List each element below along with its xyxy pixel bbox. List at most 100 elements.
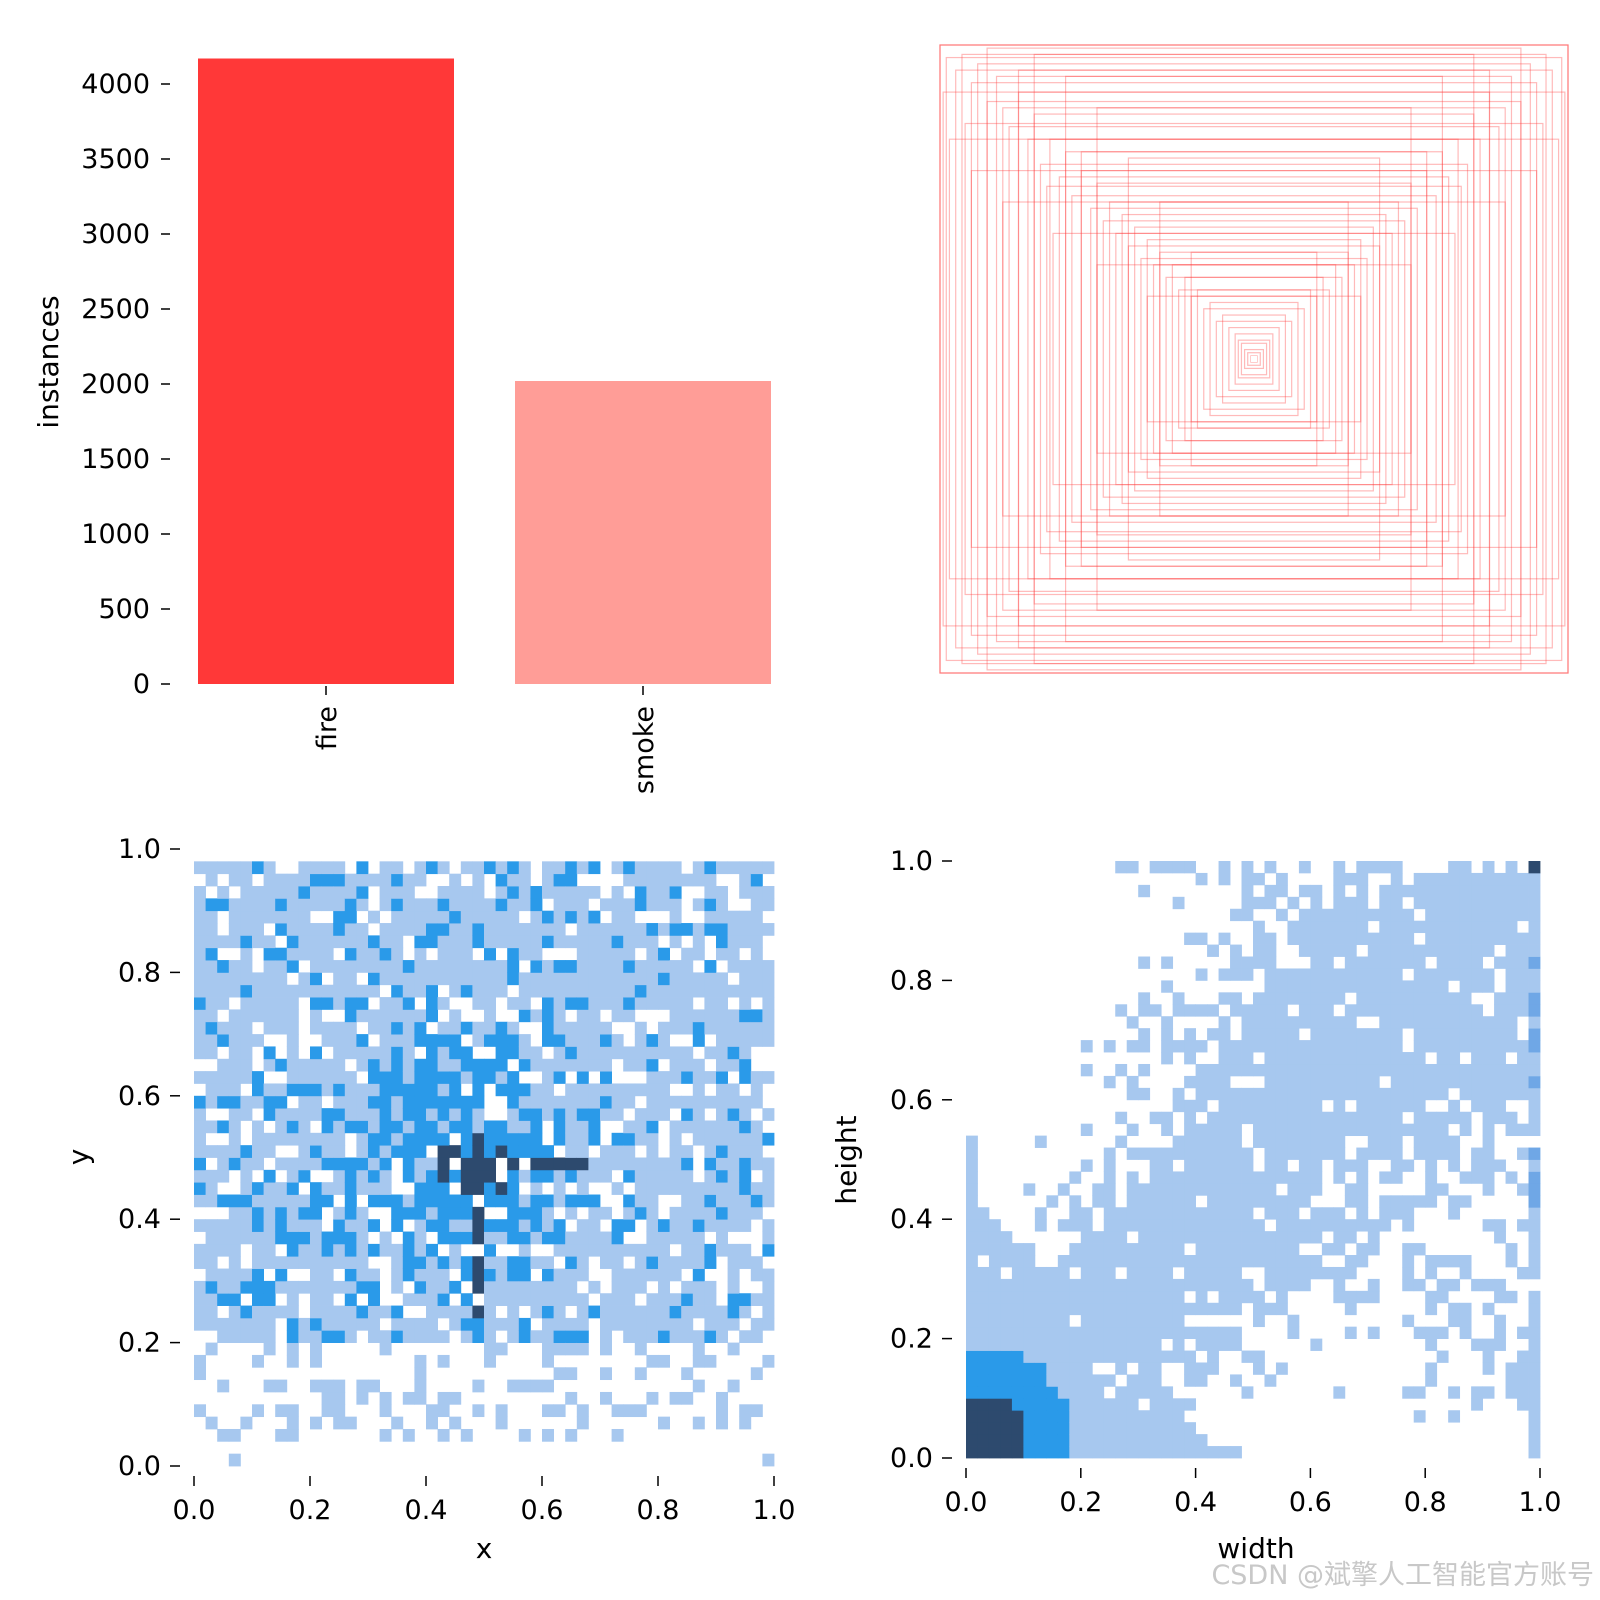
hist-cell [542, 1293, 554, 1306]
hist-cell [518, 1256, 531, 1269]
hist-cell [298, 1317, 311, 1331]
hist-cell [1459, 1326, 1472, 1339]
hist-cell [368, 960, 380, 973]
hist-cell [298, 1071, 311, 1084]
hist-cell [669, 1256, 682, 1269]
hist-cell [194, 947, 206, 961]
hist-cell [611, 1231, 624, 1245]
hist-cell [553, 1058, 566, 1072]
hist-cell [391, 972, 404, 986]
hist-cell [344, 1293, 357, 1306]
hist-cell [449, 1243, 462, 1257]
hist-cell [495, 1046, 508, 1060]
hist-cell [426, 1083, 438, 1097]
hist-cell [263, 1145, 276, 1158]
hist-cell [1218, 1446, 1231, 1459]
hist-cell [1482, 861, 1495, 874]
hist-cell [1241, 1207, 1254, 1220]
hist-cell [449, 1231, 462, 1245]
hist-cell [1298, 908, 1311, 922]
hist-cell [1149, 1338, 1162, 1351]
hist-cell [1184, 1147, 1196, 1160]
hist-cell [1080, 1207, 1093, 1220]
hist-cell [565, 1169, 578, 1183]
y-tick-label: 0.8 [890, 965, 933, 996]
hist-cell [600, 1293, 612, 1306]
hist-cell [414, 1194, 427, 1208]
hist-cell [1356, 1028, 1369, 1041]
hist-cell [460, 886, 473, 899]
hist-cell [1115, 1446, 1128, 1459]
hist-cell [426, 1095, 438, 1109]
hist-cell [460, 1145, 473, 1158]
hist-cell [1471, 1171, 1483, 1184]
hist-cell [1402, 1278, 1415, 1292]
hist-cell [1287, 1028, 1300, 1041]
hist-cell [402, 1194, 415, 1208]
hist-cell [1505, 861, 1518, 874]
hist-cell [356, 886, 369, 899]
hist-cell [1298, 1147, 1311, 1160]
hist-cell [1138, 1290, 1151, 1304]
hist-cell [1000, 1446, 1013, 1459]
hist-cell [1517, 1183, 1529, 1196]
hist-cell [437, 947, 450, 961]
hist-cell [1321, 1135, 1334, 1148]
box-outline [945, 56, 1563, 662]
hist-cell [716, 1305, 728, 1319]
hist-cell [966, 1350, 978, 1363]
hist-cell [1505, 1171, 1518, 1184]
hist-cell [1471, 872, 1483, 886]
hist-cell [1287, 1219, 1300, 1232]
hist-cell [484, 997, 496, 1010]
hist-cell [205, 1145, 218, 1158]
hist-cell [1011, 1326, 1024, 1339]
hist-cell [321, 1021, 334, 1035]
hist-cell [1275, 1063, 1288, 1077]
hist-cell [1172, 1422, 1185, 1435]
hist-cell [518, 1034, 531, 1047]
hist-cell [1023, 1255, 1036, 1268]
hist-cell [1138, 1231, 1151, 1244]
hist-cell [263, 984, 276, 998]
hist-cell [1195, 1099, 1208, 1113]
hist-cell [1023, 1362, 1036, 1375]
hist-cell [669, 923, 682, 936]
hist-cell [634, 960, 647, 973]
hist-cell [344, 1095, 357, 1109]
hist-cell [1505, 1016, 1518, 1029]
hist-cell [472, 1120, 485, 1134]
hist-cell [1264, 1135, 1277, 1148]
hist-cell [1092, 1410, 1105, 1423]
hist-cell [333, 1280, 346, 1294]
hist-cell [228, 1305, 241, 1319]
hist-cell [646, 1293, 659, 1306]
hist-cell [646, 1305, 659, 1319]
hist-cell [704, 1354, 717, 1368]
hist-cell [437, 1391, 450, 1405]
hist-cell [704, 1021, 717, 1035]
hist-cell [275, 1206, 288, 1220]
hist-cell [321, 1120, 334, 1134]
hist-cell [611, 1095, 624, 1109]
hist-cell [1046, 1290, 1059, 1304]
hist-cell [228, 1009, 241, 1023]
hist-cell [1184, 1135, 1196, 1148]
hist-cell [1184, 1171, 1196, 1184]
hist-cell [414, 861, 427, 875]
hist-cell [240, 947, 253, 961]
hist-cell [286, 1404, 299, 1418]
hist-cell [565, 1034, 578, 1047]
hist-cell [205, 1342, 218, 1356]
hist-cell [1230, 1087, 1242, 1101]
hist-cell [1333, 1135, 1346, 1148]
hist-cell [530, 1108, 543, 1121]
hist-cell [205, 1317, 218, 1331]
hist-cell [356, 1305, 369, 1319]
hist-cell [507, 1231, 520, 1245]
hist-cell [623, 1268, 636, 1282]
hist-cell [977, 1302, 990, 1316]
hist-cell [286, 1219, 299, 1232]
hist-cell [402, 923, 415, 936]
